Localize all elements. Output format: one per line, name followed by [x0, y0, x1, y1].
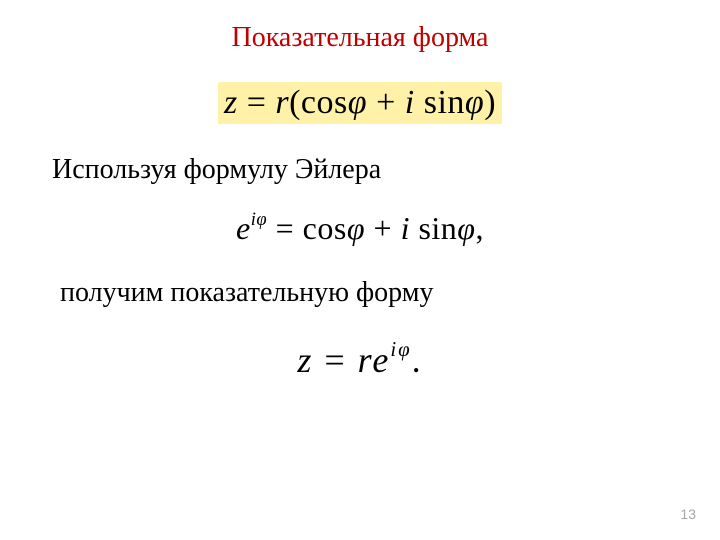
formula-3-row: z = reiφ.	[40, 333, 680, 381]
page-number: 13	[680, 506, 696, 522]
slide: Показательная форма z = r(cosφ + i sinφ)…	[0, 0, 720, 540]
slide-title: Показательная форма	[40, 22, 680, 54]
formula-exponential-form: z = reiφ.	[297, 339, 422, 381]
text-obtain-exponential: получим показательную форму	[40, 277, 680, 309]
formula-1-row: z = r(cosφ + i sinφ)	[40, 82, 680, 124]
text-using-euler: Используя формулу Эйлера	[40, 154, 680, 186]
formula-2-row: eiφ = cosφ + i sinφ,	[40, 210, 680, 247]
formula-trig-form: z = r(cosφ + i sinφ)	[218, 82, 502, 124]
formula-euler: eiφ = cosφ + i sinφ,	[236, 210, 484, 247]
